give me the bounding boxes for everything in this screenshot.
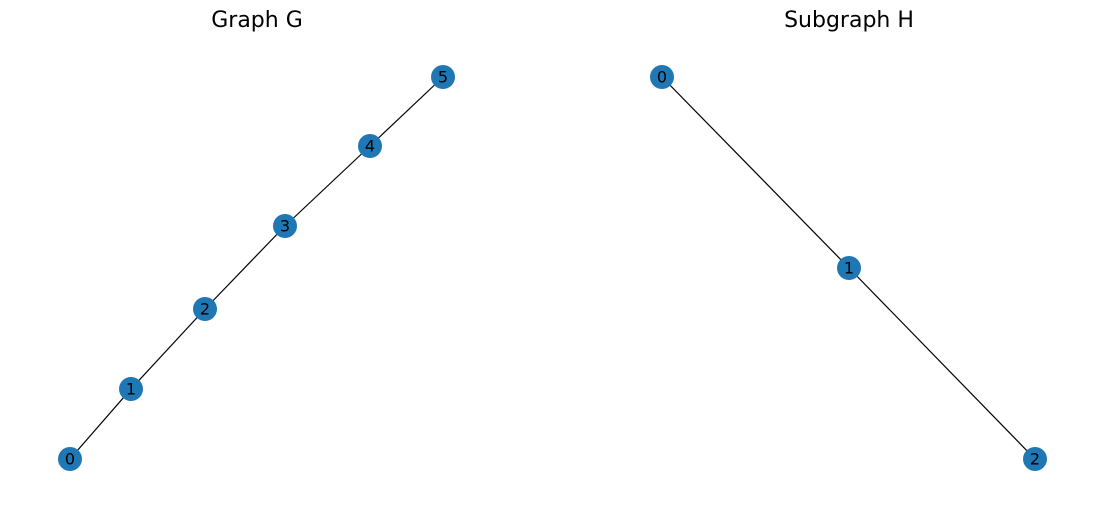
graph-g-node-label-1: 1: [126, 380, 136, 399]
graph-g-edge-4-5: [369, 76, 444, 147]
graph-g-node-2: [193, 297, 217, 321]
subgraph-h-node-label-1: 1: [844, 259, 854, 278]
graph-g-node-label-5: 5: [438, 68, 448, 87]
graph-g-title: Graph G: [211, 8, 303, 33]
graph-g-edge-3-4: [284, 145, 371, 227]
subgraph-h-node-label-2: 2: [1030, 450, 1040, 469]
graph-g-node-0: [58, 447, 82, 471]
subgraph-h-node-1: [837, 256, 861, 280]
graph-g-node-4: [358, 134, 382, 158]
graph-g-edge-0-1: [69, 388, 132, 460]
graph-g-node-label-3: 3: [280, 217, 290, 236]
graph-g-panel: 0 1 2 3 4 5: [58, 65, 455, 471]
subgraph-h-edge-0-1: [661, 76, 850, 269]
graph-g-edge-2-3: [204, 225, 286, 310]
graph-g-node-label-4: 4: [365, 137, 375, 156]
subgraph-h-node-0: [650, 65, 674, 89]
subgraph-h-panel: 0 1 2: [650, 65, 1047, 471]
graph-g-node-1: [119, 377, 143, 401]
graph-g-edge-1-2: [130, 308, 206, 390]
graph-g-node-5: [431, 65, 455, 89]
subgraph-h-node-label-0: 0: [657, 68, 667, 87]
graph-g-node-label-0: 0: [65, 450, 75, 469]
subgraph-h-node-2: [1023, 447, 1047, 471]
graph-g-node-label-2: 2: [200, 300, 210, 319]
subgraph-h-edge-1-2: [848, 267, 1036, 460]
graph-g-node-3: [273, 214, 297, 238]
subgraph-h-title: Subgraph H: [784, 8, 914, 33]
